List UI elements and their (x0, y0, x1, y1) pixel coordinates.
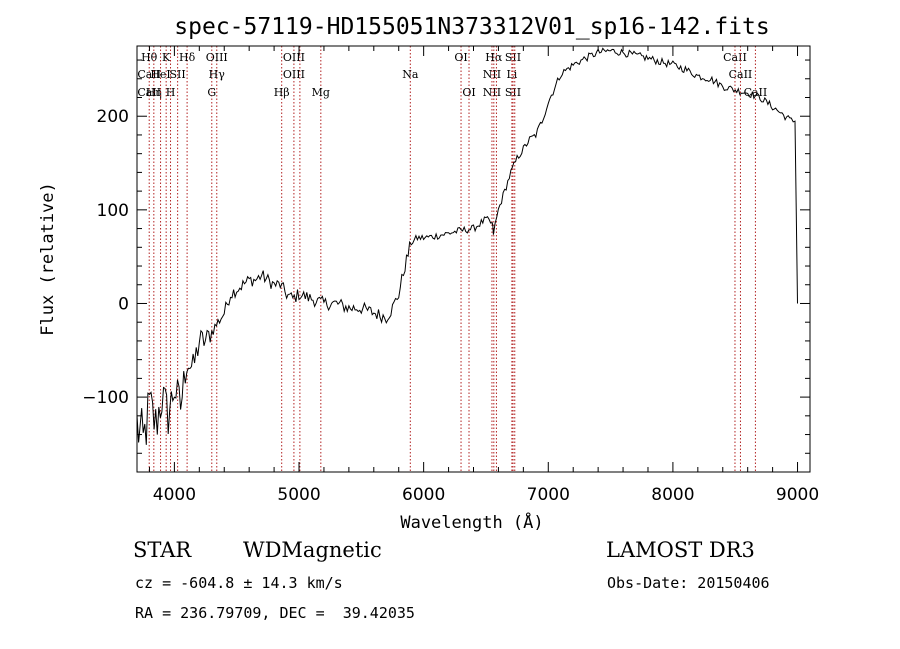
line-label: SII (505, 86, 521, 99)
plot-frame (136, 45, 811, 473)
line-label: Hδ (179, 51, 196, 64)
x-tick-label: 5000 (277, 485, 320, 505)
class-label: STAR (133, 538, 192, 562)
line-label: OI (462, 86, 475, 99)
x-tick-label: 4000 (153, 485, 196, 505)
line-label: OIII (283, 51, 305, 64)
axes-layer: 4000 5000 6000 7000 8000 9000 −100 0 100 200 (82, 46, 819, 505)
x-axis-label: Wavelength (Å) (400, 511, 543, 533)
spectrum-layer (136, 47, 798, 445)
line-label: Hθ (141, 51, 158, 64)
line-label: Na (402, 68, 419, 81)
x-tick-label: 6000 (402, 485, 445, 505)
coordinates-text: RA = 236.79709, DEC = 39.42035 (135, 604, 415, 622)
survey-label: LAMOST DR3 (606, 538, 755, 562)
x-tick-label: 8000 (651, 485, 694, 505)
chart-title: spec-57119-HD155051N373312V01_sp16-142.f… (174, 14, 769, 40)
subclass-label: WDMagnetic (243, 538, 382, 562)
line-label: Hγ (209, 68, 226, 81)
line-label: HeI (150, 68, 170, 81)
line-label: Hη (146, 86, 162, 99)
line-label: SII (505, 51, 521, 64)
obs-date-text: Obs-Date: 20150406 (607, 574, 770, 592)
y-tick-label: −100 (82, 388, 129, 408)
line-label: Mg (312, 86, 330, 99)
line-label: CaII (137, 86, 161, 99)
line-label: OI (454, 51, 467, 64)
line-label: CaII (729, 68, 753, 81)
emission-lines-layer: HθCaIICaIIHηHeIKHSIIHδGOIIIHγHβOIIIOIIIM… (137, 46, 767, 472)
y-tick-label: 200 (97, 107, 129, 127)
y-tick-label: 100 (97, 201, 129, 221)
line-label: NII (483, 68, 501, 81)
spectrum-line (136, 47, 798, 445)
line-label: CaII (723, 51, 747, 64)
line-label: CaII (137, 68, 161, 81)
line-label: Li (506, 68, 517, 81)
line-label: K (162, 51, 171, 64)
line-label: NII (483, 86, 501, 99)
y-axis-label: Flux (relative) (38, 182, 58, 336)
x-tick-label: 9000 (776, 485, 819, 505)
x-tick-label: 7000 (527, 485, 570, 505)
line-label: Hβ (274, 86, 290, 99)
line-label: Hα (485, 51, 503, 64)
redshift-text: cz = -604.8 ± 14.3 km/s (135, 574, 343, 592)
line-label: SII (170, 68, 186, 81)
line-label: OIII (283, 68, 305, 81)
line-label: H (166, 86, 176, 99)
y-tick-label: 0 (118, 294, 129, 314)
line-label: OIII (206, 51, 228, 64)
line-label: G (207, 86, 216, 99)
line-label: CaII (744, 86, 768, 99)
